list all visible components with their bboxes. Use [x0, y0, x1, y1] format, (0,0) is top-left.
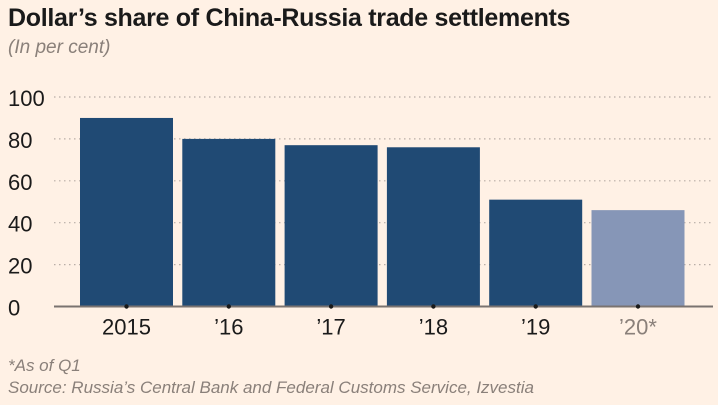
- x-tick-label: ’16: [214, 315, 243, 340]
- x-tick-label: ’19: [521, 315, 550, 340]
- bar-’16: [182, 138, 276, 307]
- x-tick-mark: [226, 304, 231, 309]
- x-tick-mark: [431, 304, 436, 309]
- bar-’17: [284, 145, 378, 307]
- bar-’19: [489, 199, 583, 307]
- y-tick-label: 100: [8, 86, 45, 111]
- x-tick-label: ’17: [316, 315, 345, 340]
- x-tick-label: 2015: [102, 315, 151, 340]
- bar-2015: [80, 117, 173, 307]
- y-tick-label: 60: [8, 170, 32, 195]
- footnote: *As of Q1: [8, 356, 81, 375]
- x-tick-mark: [124, 304, 129, 309]
- y-tick-label: 0: [8, 296, 20, 321]
- x-tick-mark: [533, 304, 538, 309]
- x-tick-label: ’20*: [619, 315, 657, 340]
- source-note: Source: Russia’s Central Bank and Federa…: [8, 378, 534, 397]
- bar-’18: [386, 147, 480, 307]
- chart-title: Dollar’s share of China-Russia trade set…: [8, 4, 571, 32]
- x-tick-mark: [635, 304, 641, 309]
- x-tick-mark: [328, 304, 334, 309]
- x-tick-label: ’18: [419, 315, 448, 340]
- y-tick-label: 40: [8, 212, 32, 237]
- bar-’20*: [591, 210, 685, 307]
- chart-subtitle: (In per cent): [8, 37, 111, 58]
- y-tick-label: 20: [8, 254, 32, 279]
- y-tick-label: 80: [8, 128, 32, 153]
